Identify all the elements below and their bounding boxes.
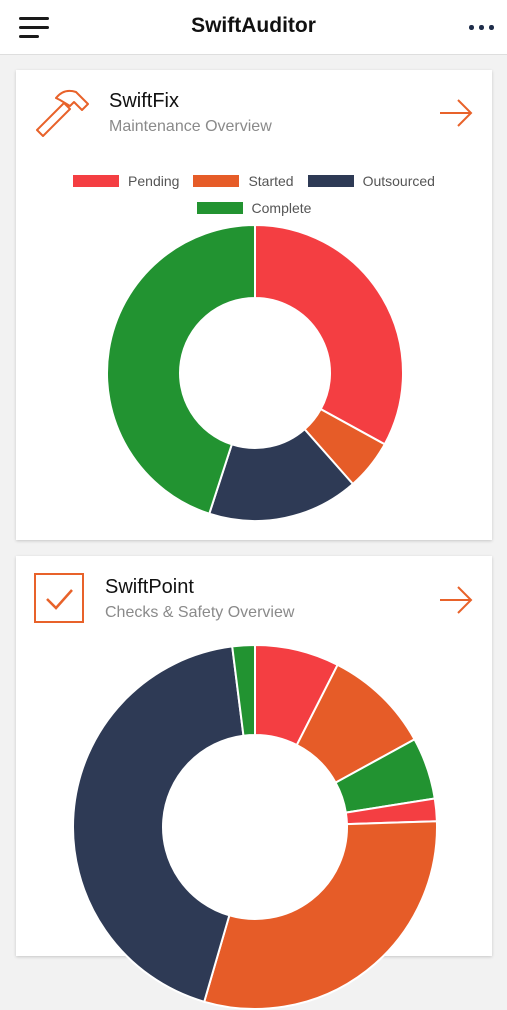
donut-slice[interactable] (106, 224, 256, 516)
card-subtitle: Checks & Safety Overview (105, 604, 295, 621)
legend-item-outsourced[interactable]: Outsourced (307, 172, 435, 189)
legend-swatch (193, 174, 240, 187)
swiftfix-card[interactable]: SwiftFix Maintenance Overview Pending St… (16, 70, 492, 540)
legend-swatch (73, 174, 120, 187)
checks-donut-chart (72, 644, 438, 1010)
donut-slice[interactable] (254, 224, 404, 446)
hamburger-menu-icon[interactable] (19, 15, 51, 39)
swiftpoint-card[interactable]: SwiftPoint Checks & Safety Overview (16, 556, 492, 1010)
app-bar: SwiftAuditor (0, 0, 507, 55)
legend-swatch (307, 174, 354, 187)
chart-legend: Pending Started Outsourced Complete (16, 167, 492, 221)
legend-item-started[interactable]: Started (193, 172, 294, 189)
card-title: SwiftFix (109, 90, 179, 112)
arrow-right-icon[interactable] (438, 585, 474, 615)
legend-label: Outsourced (362, 172, 435, 189)
donut-slice[interactable] (72, 645, 245, 1004)
legend-label: Started (248, 172, 294, 189)
maintenance-donut-chart (106, 224, 404, 522)
donut-slice[interactable] (231, 644, 256, 737)
checkbox-icon (34, 573, 84, 623)
legend-label: Complete (251, 199, 312, 216)
legend-item-pending[interactable]: Pending (73, 173, 179, 189)
hammer-icon (36, 89, 89, 137)
card-title: SwiftPoint (105, 576, 194, 598)
legend-swatch (196, 201, 243, 214)
card-subtitle: Maintenance Overview (109, 118, 272, 135)
donut-slice[interactable] (202, 820, 438, 1010)
arrow-right-icon[interactable] (438, 98, 474, 128)
app-title: SwiftAuditor (191, 14, 316, 37)
legend-item-complete[interactable]: Complete (196, 199, 312, 216)
more-options-icon[interactable] (467, 18, 497, 36)
legend-label: Pending (128, 172, 180, 189)
donut-slice[interactable] (208, 427, 355, 522)
